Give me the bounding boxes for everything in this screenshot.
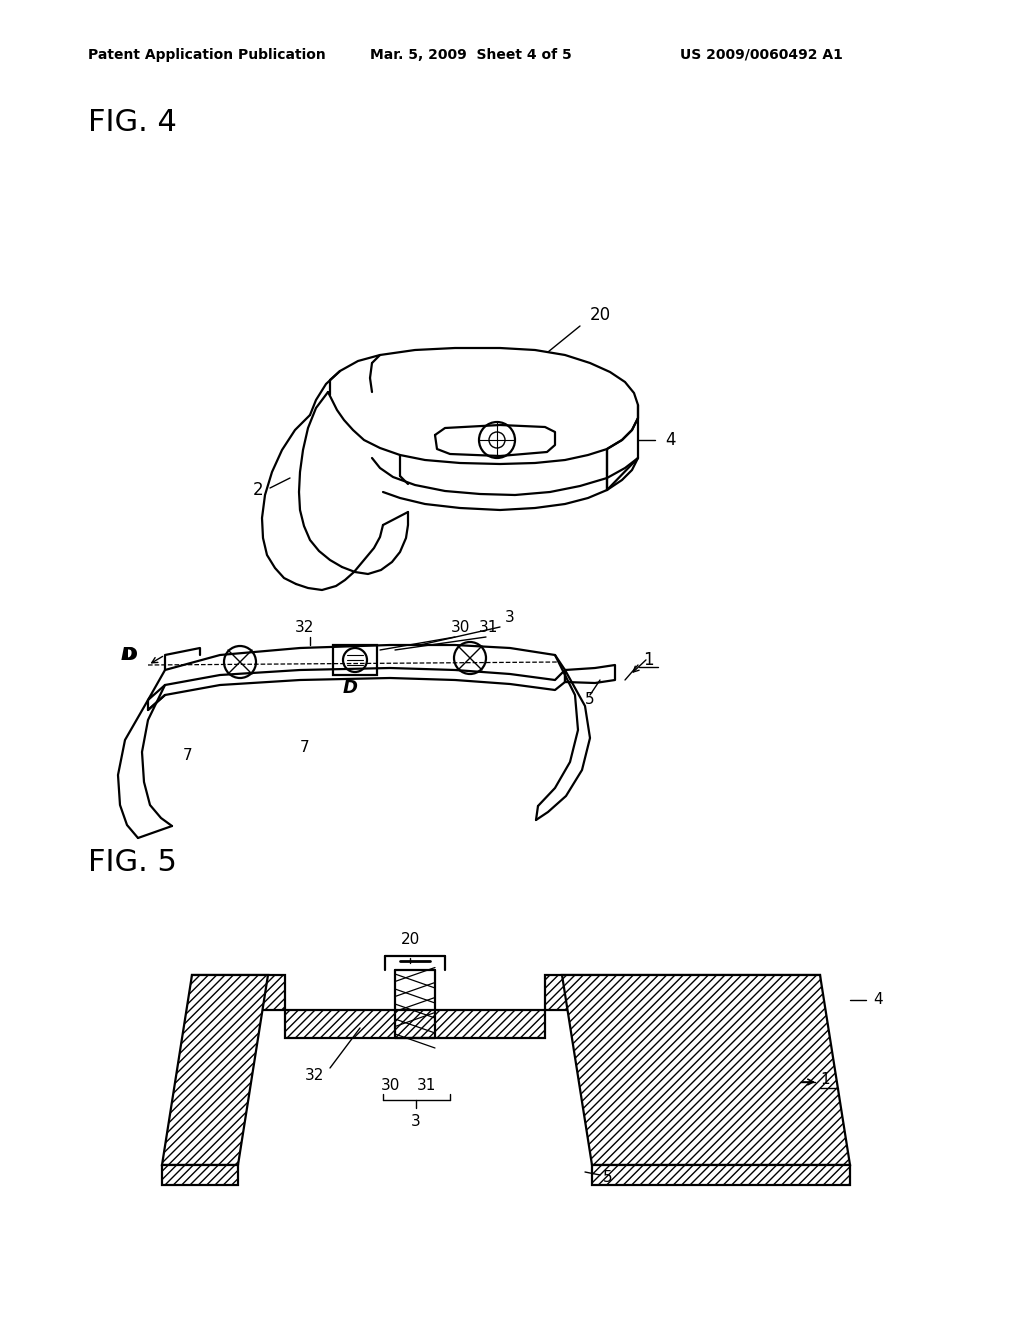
Text: 32: 32 [295, 620, 314, 635]
Text: 7: 7 [300, 741, 310, 755]
Polygon shape [162, 1166, 238, 1185]
Text: 7: 7 [183, 748, 193, 763]
Text: 30: 30 [380, 1077, 399, 1093]
Text: D: D [123, 645, 137, 664]
Bar [545, 975, 820, 1010]
Text: 31: 31 [417, 1077, 435, 1093]
Text: 31: 31 [478, 620, 498, 635]
Text: 5: 5 [585, 693, 595, 708]
Text: D: D [121, 645, 135, 664]
Text: Patent Application Publication: Patent Application Publication [88, 48, 326, 62]
Text: 3: 3 [411, 1114, 421, 1130]
Polygon shape [592, 1166, 850, 1185]
Text: 4: 4 [665, 432, 675, 449]
Polygon shape [562, 975, 850, 1166]
Text: 1: 1 [820, 1072, 829, 1088]
Text: US 2009/0060492 A1: US 2009/0060492 A1 [680, 48, 843, 62]
Text: 4: 4 [873, 993, 883, 1007]
Text: D: D [342, 678, 357, 697]
Text: 2: 2 [253, 480, 263, 499]
Text: FIG. 4: FIG. 4 [88, 108, 177, 137]
Text: 20: 20 [400, 932, 420, 948]
Text: 5: 5 [603, 1171, 612, 1185]
Polygon shape [162, 975, 268, 1166]
Text: 30: 30 [451, 620, 470, 635]
Text: 1: 1 [643, 651, 653, 669]
Text: Mar. 5, 2009  Sheet 4 of 5: Mar. 5, 2009 Sheet 4 of 5 [370, 48, 571, 62]
Bar [333, 645, 377, 675]
Text: 20: 20 [590, 306, 610, 323]
Text: 3: 3 [505, 610, 515, 626]
Bar [193, 975, 285, 1010]
Text: FIG. 5: FIG. 5 [88, 847, 177, 876]
Text: 32: 32 [305, 1068, 325, 1082]
Bar [285, 1010, 545, 1038]
